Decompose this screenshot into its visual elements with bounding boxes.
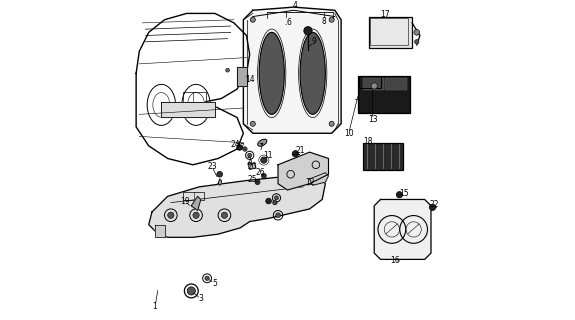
Circle shape bbox=[226, 68, 229, 72]
Bar bbox=[183, 192, 204, 200]
Bar bbox=[358, 76, 411, 113]
Circle shape bbox=[430, 204, 436, 211]
Text: 13: 13 bbox=[368, 115, 377, 124]
Text: 10: 10 bbox=[344, 129, 354, 138]
Polygon shape bbox=[162, 102, 215, 117]
Circle shape bbox=[248, 153, 252, 157]
Text: 8: 8 bbox=[321, 17, 326, 26]
Circle shape bbox=[273, 200, 277, 205]
Polygon shape bbox=[237, 67, 247, 86]
Polygon shape bbox=[243, 7, 341, 133]
Circle shape bbox=[292, 151, 298, 157]
Circle shape bbox=[193, 212, 199, 218]
Bar bbox=[370, 18, 408, 45]
Polygon shape bbox=[155, 225, 164, 237]
Text: 19: 19 bbox=[180, 196, 190, 205]
Circle shape bbox=[243, 147, 247, 151]
Text: 5: 5 bbox=[212, 278, 217, 288]
Ellipse shape bbox=[300, 32, 325, 114]
Circle shape bbox=[329, 17, 334, 22]
Text: 3: 3 bbox=[198, 294, 203, 303]
Circle shape bbox=[187, 287, 196, 295]
Text: 16: 16 bbox=[390, 256, 400, 266]
Circle shape bbox=[168, 212, 174, 218]
Circle shape bbox=[217, 172, 223, 177]
Polygon shape bbox=[374, 199, 431, 260]
Text: 2: 2 bbox=[247, 157, 251, 166]
Text: 20: 20 bbox=[248, 162, 258, 171]
Text: 12: 12 bbox=[305, 178, 315, 187]
Circle shape bbox=[260, 157, 267, 163]
Text: 6: 6 bbox=[287, 18, 292, 28]
Text: 22: 22 bbox=[430, 200, 439, 209]
Text: 9: 9 bbox=[312, 37, 317, 46]
Bar bbox=[183, 92, 205, 105]
Circle shape bbox=[414, 29, 420, 35]
Circle shape bbox=[255, 180, 260, 185]
Polygon shape bbox=[309, 173, 328, 185]
Text: 23: 23 bbox=[207, 162, 217, 171]
Text: 24: 24 bbox=[230, 140, 240, 149]
Polygon shape bbox=[278, 152, 328, 190]
Circle shape bbox=[274, 196, 278, 200]
Ellipse shape bbox=[258, 139, 267, 146]
Text: 21: 21 bbox=[296, 146, 305, 155]
Circle shape bbox=[266, 198, 271, 204]
Circle shape bbox=[329, 121, 334, 126]
Text: 15: 15 bbox=[398, 189, 408, 198]
Circle shape bbox=[221, 212, 228, 218]
Polygon shape bbox=[136, 13, 250, 165]
Text: 14: 14 bbox=[245, 75, 255, 84]
Bar bbox=[385, 78, 407, 90]
Ellipse shape bbox=[259, 32, 285, 114]
Circle shape bbox=[261, 173, 266, 178]
Text: 26: 26 bbox=[255, 168, 265, 177]
Text: 11: 11 bbox=[263, 151, 273, 160]
Polygon shape bbox=[248, 163, 256, 170]
Circle shape bbox=[205, 276, 209, 281]
Text: 4: 4 bbox=[293, 1, 298, 10]
Text: 7: 7 bbox=[258, 143, 263, 152]
Text: 17: 17 bbox=[381, 11, 390, 20]
Polygon shape bbox=[191, 196, 201, 211]
Text: 25: 25 bbox=[248, 175, 258, 184]
Bar bbox=[359, 76, 381, 88]
Circle shape bbox=[250, 121, 255, 126]
Circle shape bbox=[304, 27, 312, 35]
Circle shape bbox=[275, 213, 281, 218]
Text: 18: 18 bbox=[363, 137, 373, 146]
Circle shape bbox=[237, 145, 243, 150]
Polygon shape bbox=[149, 174, 325, 237]
Text: 27: 27 bbox=[235, 143, 245, 152]
Bar bbox=[363, 143, 402, 170]
Circle shape bbox=[396, 192, 402, 198]
Polygon shape bbox=[218, 179, 221, 185]
Bar bbox=[370, 17, 412, 48]
Text: 1: 1 bbox=[153, 302, 158, 311]
Circle shape bbox=[371, 83, 377, 89]
Circle shape bbox=[250, 17, 255, 22]
Circle shape bbox=[415, 40, 419, 44]
Bar bbox=[363, 78, 384, 90]
